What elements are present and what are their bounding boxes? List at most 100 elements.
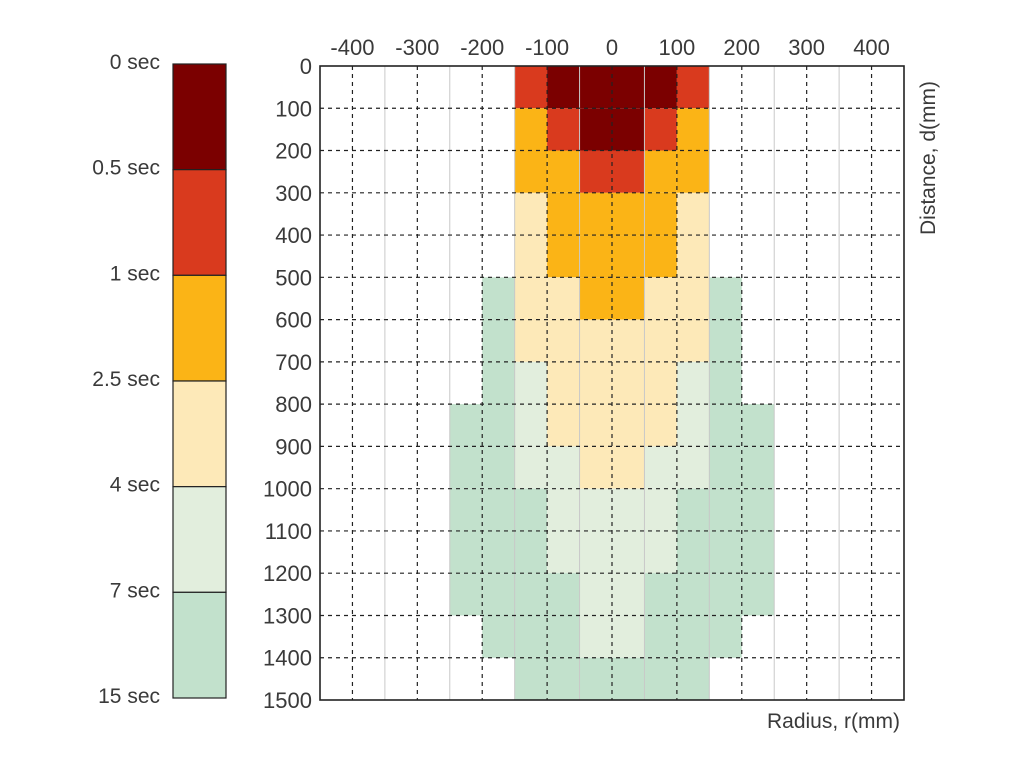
y-tick-label: 1300 [263, 603, 312, 628]
heatmap-cell [482, 361, 515, 405]
heatmap-cell [644, 192, 677, 236]
heatmap-cell [449, 530, 483, 574]
heatmap-cell [676, 66, 710, 109]
heatmap-cell [741, 573, 775, 616]
heatmap-cell [514, 150, 548, 193]
legend-label: 7 sec [110, 579, 160, 602]
heatmap-cell [709, 277, 742, 320]
heatmap-cell [709, 446, 742, 489]
heatmap-cell [579, 235, 612, 278]
heatmap-cell [676, 319, 710, 362]
heatmap-cell [741, 488, 775, 531]
heatmap-cell [547, 573, 580, 616]
heatmap-cell [644, 319, 677, 362]
heatmap-cell [612, 657, 645, 700]
x-tick-label: 200 [723, 35, 760, 60]
heatmap-cell [612, 277, 645, 320]
color-legend: 0 sec 0.5 sec 1 sec 2.5 sec 4 sec 7 sec 15 sec [92, 51, 227, 708]
heatmap-cell [644, 108, 677, 151]
legend-label: 2.5 sec [92, 368, 160, 391]
heatmap-cell [547, 404, 580, 447]
heatmap-cell [482, 573, 515, 616]
heatmap-cell [579, 277, 612, 320]
heatmap-cell [644, 361, 677, 405]
plot-border [319, 65, 905, 701]
heatmap-cell [709, 615, 742, 658]
legend-swatch [172, 169, 227, 276]
x-tick-label: -300 [395, 35, 439, 60]
legend-label: 0.5 sec [92, 157, 160, 180]
heatmap-cell [676, 615, 710, 658]
y-tick-label: 0 [300, 54, 312, 79]
y-tick-label: 1500 [263, 688, 312, 713]
heatmap-cell [676, 235, 710, 278]
legend-swatch [172, 63, 227, 171]
x-tick-label: -100 [525, 35, 569, 60]
heatmap-cell [449, 573, 483, 616]
heatmap-cell [579, 488, 612, 531]
heatmap-cell [709, 361, 742, 405]
heatmap-cell [514, 66, 548, 109]
heatmap-cell [482, 319, 515, 362]
y-tick-label: 900 [275, 434, 312, 459]
y-axis-ticks: 0 100 200 300 400 500 600 700 800 900 1000 1100 1200… [263, 54, 312, 713]
heatmap-cell [579, 361, 612, 405]
y-tick-label: 200 [275, 139, 312, 164]
heatmap-cell [612, 530, 645, 574]
heatmap-cell [514, 615, 548, 658]
heatmap-cell [579, 108, 612, 151]
y-tick-label: 1400 [263, 646, 312, 671]
heatmap-cell [514, 404, 548, 447]
y-tick-label: 1100 [265, 519, 312, 544]
heatmap-cell [579, 319, 612, 362]
heatmap-cell [644, 657, 677, 700]
y-tick-label: 400 [275, 223, 312, 248]
heatmap-cell [676, 530, 710, 574]
heatmap-cell [514, 488, 548, 531]
heatmap-cell [612, 235, 645, 278]
heatmap-cell [482, 404, 515, 447]
heatmap-cell [644, 66, 677, 109]
heatmap-cell [547, 530, 580, 574]
x-axis-label: Radius, r(mm) [767, 710, 900, 733]
heatmap-cell [449, 488, 483, 531]
heatmap-cell [579, 404, 612, 447]
legend-swatch [172, 380, 227, 488]
heatmap-cell [644, 530, 677, 574]
x-tick-label: -200 [460, 35, 504, 60]
heatmap-cell [547, 192, 580, 236]
heatmap-cell [514, 192, 548, 236]
heatmap-cell [547, 319, 580, 362]
heatmap-cell [579, 530, 612, 574]
heatmap-cell [579, 615, 612, 658]
y-tick-label: 100 [275, 96, 312, 121]
heatmap-cell [676, 446, 710, 489]
y-tick-label: 600 [275, 308, 312, 333]
legend-label: 15 sec [98, 685, 160, 708]
heatmap-cell [612, 150, 645, 193]
heatmap-cell [449, 446, 483, 489]
heatmap-cell [709, 530, 742, 574]
heatmap-cell [579, 150, 612, 193]
heatmap-cell [514, 446, 548, 489]
heatmap-cell [709, 488, 742, 531]
legend-swatch [172, 591, 227, 699]
heatmap-cell [644, 615, 677, 658]
heatmap-cell [612, 573, 645, 616]
heatmap-cell [644, 404, 677, 447]
heatmap-cell [547, 277, 580, 320]
heatmap-cell [514, 573, 548, 616]
heatmap-cell [547, 446, 580, 489]
heatmap-cell [482, 530, 515, 574]
heatmap-cell [612, 192, 645, 236]
heatmap-cell [741, 446, 775, 489]
legend-label: 1 sec [110, 262, 160, 285]
heatmap-cell [547, 150, 580, 193]
y-tick-label: 300 [275, 181, 312, 206]
heatmap-cell [709, 319, 742, 362]
heatmap-cell [547, 66, 580, 109]
heatmap-cell [676, 404, 710, 447]
legend-swatch [172, 486, 227, 593]
heatmap-cell [741, 530, 775, 574]
